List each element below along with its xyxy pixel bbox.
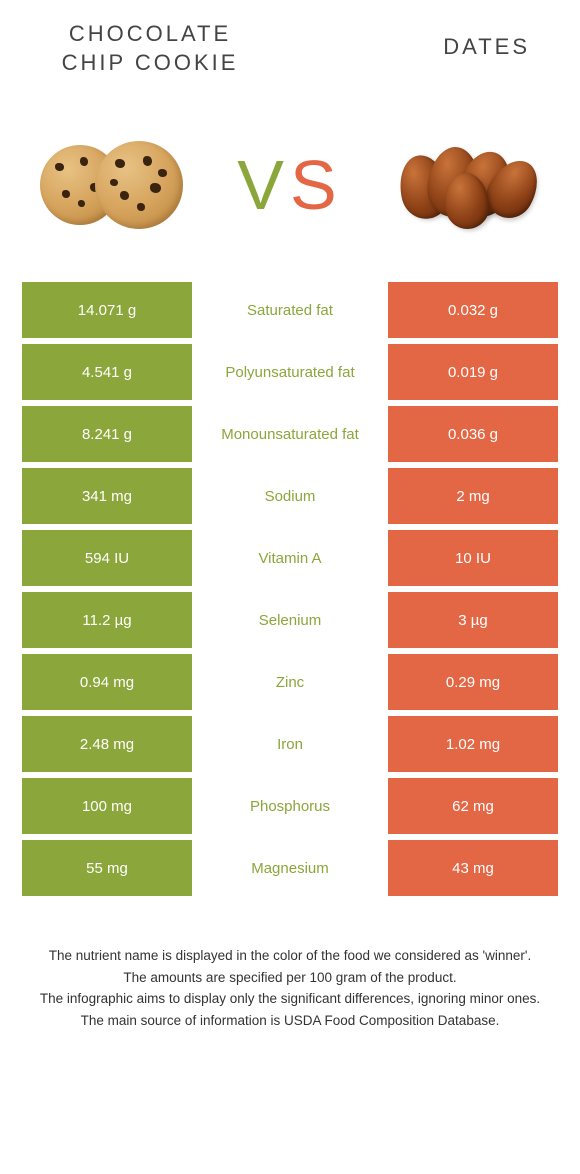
table-row: 0.94 mgZinc0.29 mg	[22, 654, 558, 710]
right-value-cell: 0.032 g	[388, 282, 558, 338]
left-value-cell: 4.541 g	[22, 344, 192, 400]
footnote-line: The infographic aims to display only the…	[30, 989, 550, 1009]
vs-v-letter: V	[237, 145, 290, 225]
table-row: 100 mgPhosphorus62 mg	[22, 778, 558, 834]
footnotes: The nutrient name is displayed in the co…	[0, 946, 580, 1030]
nutrient-label: Phosphorus	[192, 778, 388, 834]
right-value-cell: 10 IU	[388, 530, 558, 586]
table-row: 55 mgMagnesium43 mg	[22, 840, 558, 896]
table-row: 14.071 gSaturated fat0.032 g	[22, 282, 558, 338]
right-value-cell: 43 mg	[388, 840, 558, 896]
right-value-cell: 0.29 mg	[388, 654, 558, 710]
left-value-cell: 341 mg	[22, 468, 192, 524]
nutrient-label: Monounsaturated fat	[192, 406, 388, 462]
cookie-image	[40, 137, 190, 232]
nutrient-label: Zinc	[192, 654, 388, 710]
table-row: 2.48 mgIron1.02 mg	[22, 716, 558, 772]
left-value-cell: 8.241 g	[22, 406, 192, 462]
header: CHOCOLATE CHIP COOKIE DATES	[0, 0, 580, 77]
nutrient-label: Polyunsaturated fat	[192, 344, 388, 400]
nutrient-label: Vitamin A	[192, 530, 388, 586]
nutrient-label: Sodium	[192, 468, 388, 524]
comparison-images-row: V S	[0, 107, 580, 262]
nutrient-table: 14.071 gSaturated fat0.032 g 4.541 gPolyu…	[22, 282, 558, 896]
vs-label: V S	[237, 145, 342, 225]
left-food-title: CHOCOLATE CHIP COOKIE	[50, 20, 250, 77]
right-value-cell: 0.019 g	[388, 344, 558, 400]
left-value-cell: 11.2 µg	[22, 592, 192, 648]
table-row: 8.241 gMonounsaturated fat0.036 g	[22, 406, 558, 462]
right-value-cell: 1.02 mg	[388, 716, 558, 772]
table-row: 341 mgSodium2 mg	[22, 468, 558, 524]
footnote-line: The nutrient name is displayed in the co…	[30, 946, 550, 966]
table-row: 11.2 µgSelenium3 µg	[22, 592, 558, 648]
right-value-cell: 62 mg	[388, 778, 558, 834]
right-food-title: DATES	[443, 34, 530, 60]
nutrient-label: Selenium	[192, 592, 388, 648]
right-value-cell: 2 mg	[388, 468, 558, 524]
left-value-cell: 14.071 g	[22, 282, 192, 338]
left-value-cell: 100 mg	[22, 778, 192, 834]
table-row: 4.541 gPolyunsaturated fat0.019 g	[22, 344, 558, 400]
left-value-cell: 0.94 mg	[22, 654, 192, 710]
right-value-cell: 3 µg	[388, 592, 558, 648]
left-value-cell: 594 IU	[22, 530, 192, 586]
nutrient-label: Magnesium	[192, 840, 388, 896]
nutrient-label: Saturated fat	[192, 282, 388, 338]
vs-s-letter: S	[290, 145, 343, 225]
table-row: 594 IUVitamin A10 IU	[22, 530, 558, 586]
dates-image	[390, 137, 540, 232]
footnote-line: The amounts are specified per 100 gram o…	[30, 968, 550, 988]
right-value-cell: 0.036 g	[388, 406, 558, 462]
left-value-cell: 55 mg	[22, 840, 192, 896]
left-value-cell: 2.48 mg	[22, 716, 192, 772]
footnote-line: The main source of information is USDA F…	[30, 1011, 550, 1031]
nutrient-label: Iron	[192, 716, 388, 772]
